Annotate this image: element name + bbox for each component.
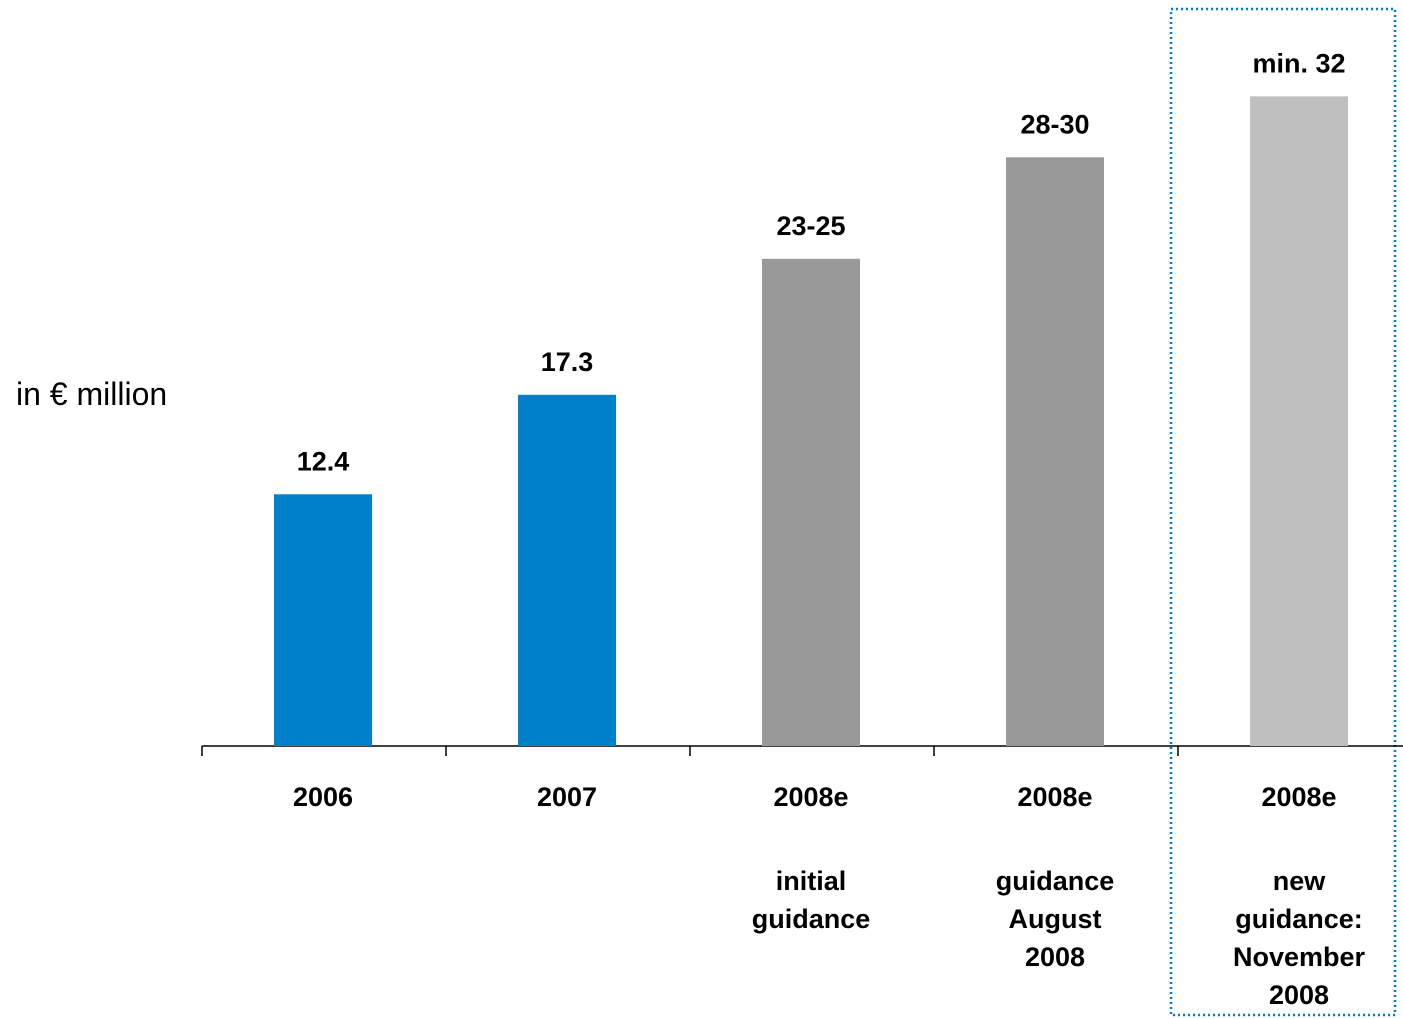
x-tick-sublabel: new: [1273, 866, 1327, 896]
x-tick-sublabel: guidance:: [1235, 904, 1363, 934]
x-tick-sublabel: 2008: [1025, 942, 1085, 972]
bar: [1250, 96, 1348, 746]
x-tick-label: 2008e: [1017, 782, 1092, 812]
x-tick-sublabel: guidance: [752, 904, 871, 934]
value-label: 12.4: [297, 446, 350, 476]
x-tick-sublabel: initial: [776, 866, 847, 896]
x-tick-sublabel: August: [1009, 904, 1102, 934]
value-label: 23-25: [776, 211, 845, 241]
x-tick-sublabel: guidance: [996, 866, 1115, 896]
x-tick-label: 2008e: [773, 782, 848, 812]
x-tick-sublabel: 2008: [1269, 980, 1329, 1010]
bar: [518, 394, 616, 746]
bar: [1006, 157, 1104, 747]
x-tick-sublabel: November: [1233, 942, 1366, 972]
x-tick-label: 2006: [293, 782, 353, 812]
highlight-box: [1169, 7, 1397, 1017]
y-axis-label: in € million: [16, 376, 168, 412]
x-tick-label: 2008e: [1261, 782, 1336, 812]
value-label: 17.3: [541, 347, 594, 377]
value-label: min. 32: [1252, 48, 1345, 78]
value-label: 28-30: [1020, 109, 1089, 139]
x-tick-label: 2007: [537, 782, 597, 812]
bar: [274, 494, 372, 746]
bar: [762, 258, 860, 746]
